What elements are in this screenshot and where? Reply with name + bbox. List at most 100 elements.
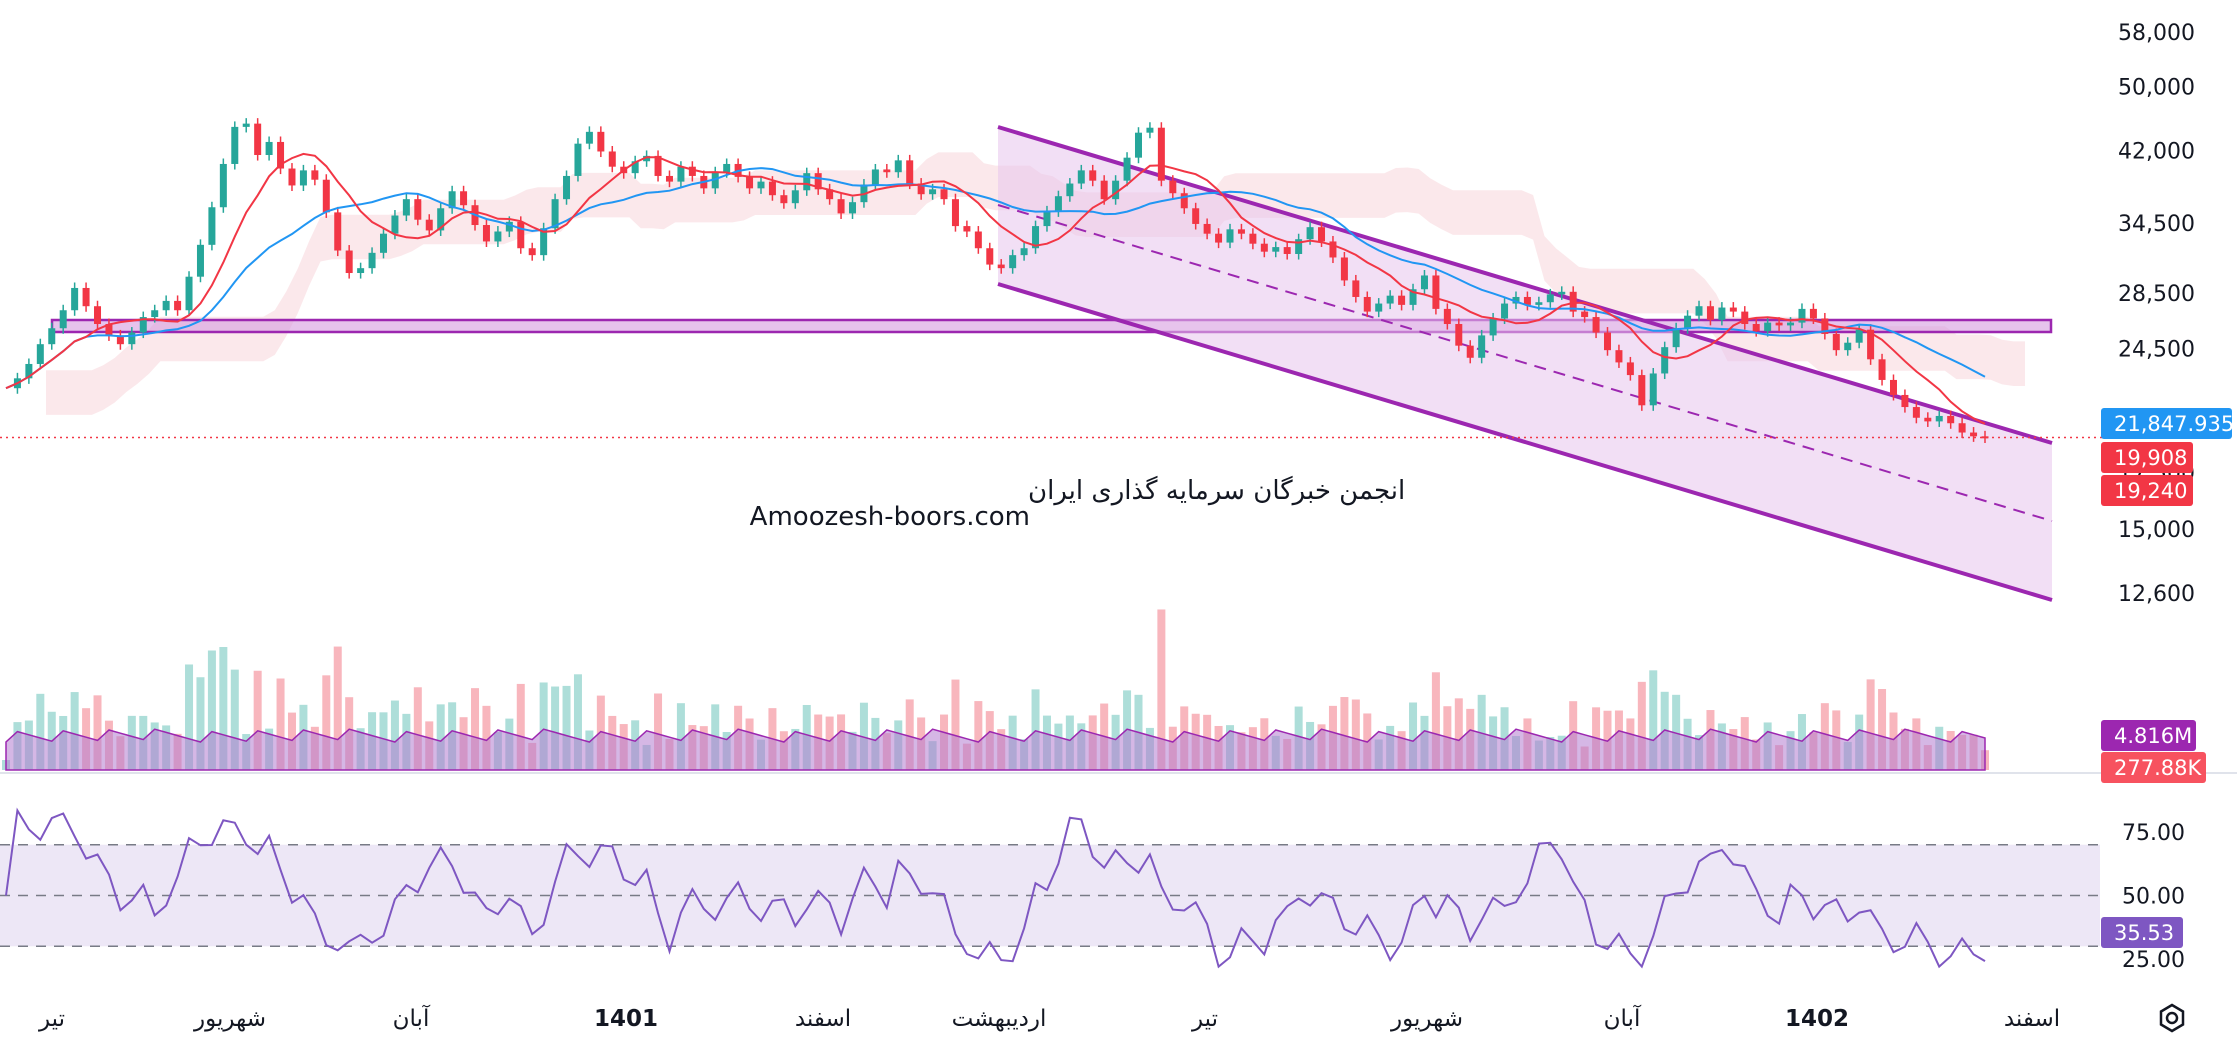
volume-bar bbox=[219, 647, 228, 770]
candle-body bbox=[1420, 275, 1428, 290]
candle-body bbox=[1466, 345, 1474, 358]
candle-body bbox=[986, 248, 994, 265]
candle-body bbox=[665, 175, 673, 182]
candle-body bbox=[1260, 243, 1268, 252]
volume-bar bbox=[93, 695, 102, 770]
volume-bar bbox=[482, 705, 491, 770]
candle-body bbox=[528, 248, 536, 256]
candle-body bbox=[1878, 359, 1886, 380]
candle-body bbox=[357, 268, 365, 274]
rsi-tick-label: 75.00 bbox=[2122, 821, 2185, 846]
volume-bar bbox=[471, 688, 480, 770]
candle-body bbox=[36, 344, 44, 364]
volume-bar bbox=[1409, 702, 1418, 770]
watermark-line2: Amoozesh-boors.com bbox=[750, 502, 1030, 532]
candle-body bbox=[803, 173, 811, 191]
price-badges: 21,847.935 19,908 19,240 4.816M 277.88K 35.53 bbox=[2101, 408, 2234, 948]
time-label: اسفند bbox=[795, 1006, 851, 1032]
candle-body bbox=[631, 161, 639, 174]
candle-body bbox=[1809, 308, 1817, 319]
ma-slow-line bbox=[5, 167, 1986, 390]
ichimoku-cloud bbox=[46, 152, 2025, 415]
candle-body bbox=[82, 287, 90, 307]
candle-body bbox=[1455, 324, 1463, 346]
candle-body bbox=[1432, 275, 1440, 309]
price-tick-label: 58,000 bbox=[2118, 21, 2195, 46]
candle-body bbox=[185, 276, 193, 311]
candle-body bbox=[391, 215, 399, 234]
volume-bar bbox=[333, 646, 342, 770]
candle-body bbox=[1832, 333, 1840, 351]
candle-body bbox=[25, 363, 33, 379]
candle-body bbox=[59, 310, 67, 329]
candle-body bbox=[196, 244, 204, 277]
volume-pane bbox=[0, 609, 2237, 774]
candle-body bbox=[1146, 127, 1154, 133]
candle-body bbox=[1272, 247, 1280, 252]
volume-bar bbox=[1031, 689, 1040, 770]
candle-body bbox=[1592, 317, 1600, 333]
settings-icon[interactable] bbox=[2159, 1003, 2185, 1033]
candle-body bbox=[1821, 318, 1829, 334]
volume-bar bbox=[436, 704, 445, 770]
candle-body bbox=[368, 252, 376, 269]
candle-body bbox=[254, 123, 262, 156]
candle-body bbox=[1409, 289, 1417, 305]
volume-bar bbox=[1157, 609, 1166, 770]
candle-body bbox=[1329, 241, 1337, 258]
candle-body bbox=[1775, 322, 1783, 326]
candle-body bbox=[1581, 311, 1589, 318]
candle-body bbox=[780, 195, 788, 204]
candle-body bbox=[574, 143, 582, 176]
candle-body bbox=[1912, 407, 1920, 418]
volume-bar bbox=[676, 703, 685, 770]
time-label: تیر bbox=[1191, 1006, 1218, 1032]
candle-body bbox=[48, 328, 56, 345]
price-tick-label: 15,000 bbox=[2118, 518, 2195, 543]
volume-bar bbox=[322, 675, 331, 770]
candle-body bbox=[1604, 332, 1612, 351]
candle-body bbox=[1718, 307, 1726, 320]
candle-body bbox=[894, 160, 902, 173]
candle-body bbox=[1844, 342, 1852, 351]
channel-mid-line bbox=[997, 204, 2053, 522]
volume-bar bbox=[1878, 689, 1887, 770]
candle-body bbox=[643, 155, 651, 162]
volume-bar bbox=[1649, 670, 1658, 770]
candle-body bbox=[299, 170, 307, 186]
candle-body bbox=[1798, 308, 1806, 323]
price-tick-label: 34,500 bbox=[2118, 212, 2195, 237]
volume-bar bbox=[230, 669, 239, 770]
candle-body bbox=[1009, 255, 1017, 269]
candle-body bbox=[1569, 291, 1577, 312]
rsi-line bbox=[5, 807, 1986, 969]
support-resistance-zone[interactable] bbox=[50, 318, 2053, 334]
candle-body bbox=[1672, 328, 1680, 348]
candle-body bbox=[1935, 415, 1943, 422]
candle-body bbox=[105, 324, 113, 336]
candle-body bbox=[231, 126, 239, 164]
badge-volume_last-text: 277.88K bbox=[2114, 756, 2202, 780]
volume-bar bbox=[974, 701, 983, 770]
candle-body bbox=[425, 219, 433, 231]
candle-body bbox=[883, 169, 891, 173]
candle-body bbox=[1020, 248, 1028, 256]
candle-body bbox=[723, 163, 731, 173]
candle-body bbox=[1283, 247, 1291, 254]
candle-body bbox=[826, 189, 834, 200]
volume-bar bbox=[905, 699, 914, 770]
ma-fast-line bbox=[5, 152, 1986, 425]
candle-body bbox=[1787, 322, 1795, 326]
candle-body bbox=[1180, 193, 1188, 209]
candle-body bbox=[1089, 170, 1097, 181]
candle-body bbox=[1340, 257, 1348, 281]
candle-body bbox=[654, 155, 662, 176]
price-tick-label: 28,500 bbox=[2118, 282, 2195, 307]
candle-body bbox=[334, 212, 342, 251]
candle-body bbox=[1363, 296, 1371, 312]
moving-averages bbox=[5, 152, 1986, 425]
volume-bar bbox=[185, 664, 194, 770]
candle-body bbox=[71, 287, 79, 311]
volume-bar bbox=[1340, 697, 1349, 770]
